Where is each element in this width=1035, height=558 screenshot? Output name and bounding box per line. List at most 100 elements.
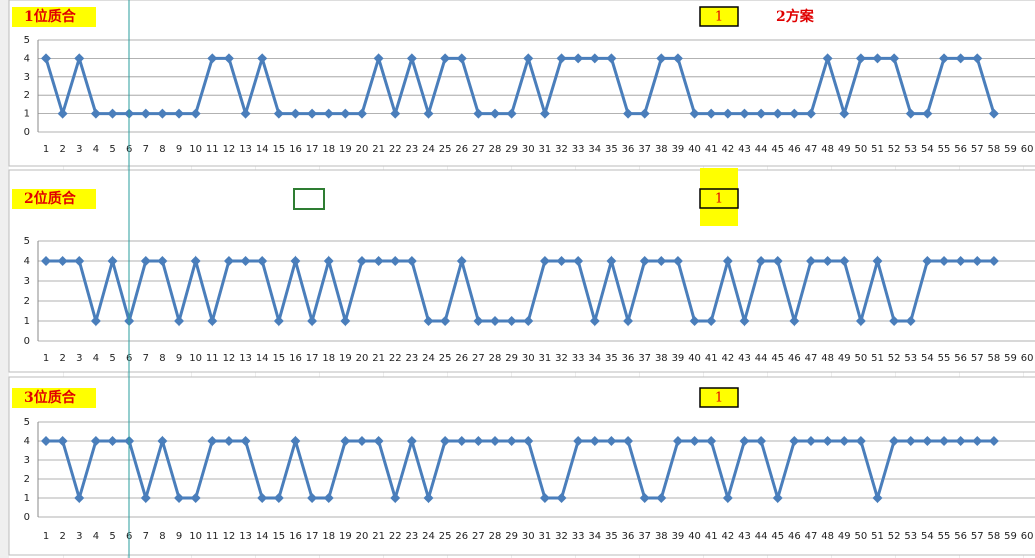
x-tick-label: 45 bbox=[771, 144, 784, 155]
y-tick-label: 2 bbox=[24, 296, 30, 307]
x-tick-label: 21 bbox=[372, 531, 385, 542]
point-marker bbox=[157, 256, 168, 266]
x-tick-label: 37 bbox=[638, 531, 651, 542]
point-marker bbox=[290, 108, 301, 119]
x-tick-label: 20 bbox=[356, 144, 369, 155]
point-marker bbox=[722, 108, 733, 119]
y-tick-label: 3 bbox=[24, 276, 30, 287]
point-marker bbox=[706, 108, 717, 119]
point-marker bbox=[905, 316, 916, 326]
point-marker bbox=[822, 256, 833, 266]
x-tick-label: 10 bbox=[189, 353, 202, 364]
title-cell bbox=[12, 7, 96, 27]
x-tick-label: 40 bbox=[688, 353, 701, 364]
point-marker bbox=[190, 493, 201, 503]
point-marker bbox=[240, 436, 251, 446]
x-tick-label: 55 bbox=[938, 531, 951, 542]
point-marker bbox=[340, 316, 351, 326]
x-tick-label: 55 bbox=[938, 144, 951, 155]
point-marker bbox=[972, 436, 983, 446]
point-marker bbox=[656, 53, 667, 64]
x-tick-label: 60 bbox=[1021, 531, 1034, 542]
point-marker bbox=[307, 316, 318, 326]
x-tick-label: 53 bbox=[904, 531, 917, 542]
point-marker bbox=[855, 53, 866, 64]
point-marker bbox=[955, 256, 966, 266]
x-tick-label: 56 bbox=[954, 353, 967, 364]
x-tick-label: 3 bbox=[76, 353, 82, 364]
point-marker bbox=[805, 108, 816, 119]
point-marker bbox=[573, 53, 584, 64]
point-marker bbox=[174, 493, 185, 503]
x-tick-label: 51 bbox=[871, 531, 884, 542]
x-tick-label: 3 bbox=[76, 144, 82, 155]
point-marker bbox=[41, 256, 51, 266]
point-marker bbox=[257, 256, 268, 266]
x-tick-label: 5 bbox=[109, 353, 115, 364]
point-marker bbox=[157, 436, 168, 446]
x-tick-label: 47 bbox=[805, 144, 818, 155]
point-marker bbox=[74, 493, 85, 503]
x-tick-label: 35 bbox=[605, 353, 618, 364]
x-tick-label: 1 bbox=[43, 531, 49, 542]
point-marker bbox=[672, 256, 683, 266]
point-marker bbox=[922, 256, 933, 266]
x-tick-label: 33 bbox=[572, 144, 585, 155]
point-marker bbox=[107, 108, 118, 119]
x-tick-label: 58 bbox=[988, 144, 1001, 155]
x-tick-label: 33 bbox=[572, 531, 585, 542]
point-marker bbox=[323, 256, 334, 266]
x-tick-label: 39 bbox=[672, 531, 685, 542]
point-marker bbox=[423, 108, 434, 119]
x-tick-label: 20 bbox=[356, 353, 369, 364]
x-tick-label: 14 bbox=[256, 144, 269, 155]
x-tick-label: 43 bbox=[738, 531, 751, 542]
series-line bbox=[44, 53, 996, 119]
point-marker bbox=[772, 256, 783, 266]
point-marker bbox=[972, 256, 983, 266]
x-tick-label: 1 bbox=[43, 353, 49, 364]
point-marker bbox=[207, 316, 218, 326]
point-marker bbox=[440, 53, 451, 64]
y-tick-label: 1 bbox=[24, 493, 30, 504]
point-marker bbox=[190, 108, 201, 119]
point-marker bbox=[340, 108, 351, 119]
x-tick-label: 25 bbox=[439, 353, 452, 364]
x-tick-label: 47 bbox=[805, 531, 818, 542]
point-marker bbox=[406, 436, 417, 446]
x-tick-label: 34 bbox=[588, 531, 601, 542]
x-tick-label: 13 bbox=[239, 531, 252, 542]
x-tick-label: 50 bbox=[855, 144, 868, 155]
point-marker bbox=[706, 436, 717, 446]
y-tick-label: 0 bbox=[24, 512, 30, 523]
point-marker bbox=[756, 436, 767, 446]
x-tick-label: 60 bbox=[1021, 144, 1034, 155]
x-tick-label: 47 bbox=[805, 353, 818, 364]
chart-title: 3位质合 bbox=[24, 389, 77, 406]
point-marker bbox=[789, 316, 800, 326]
series-line bbox=[46, 435, 994, 504]
selected-cell[interactable] bbox=[293, 188, 325, 210]
point-marker bbox=[822, 436, 833, 446]
x-tick-label: 55 bbox=[938, 353, 951, 364]
x-tick-label: 24 bbox=[422, 531, 435, 542]
x-tick-label: 26 bbox=[455, 144, 468, 155]
point-marker bbox=[506, 436, 517, 446]
x-tick-label: 16 bbox=[289, 353, 302, 364]
point-marker bbox=[440, 316, 451, 326]
point-marker bbox=[539, 493, 550, 503]
chart-title: 1位质合 bbox=[24, 8, 77, 25]
point-marker bbox=[523, 436, 534, 446]
x-tick-label: 24 bbox=[422, 353, 435, 364]
point-marker bbox=[789, 108, 800, 119]
point-marker bbox=[456, 53, 467, 64]
point-marker bbox=[922, 436, 933, 446]
x-tick-label: 8 bbox=[159, 353, 165, 364]
x-tick-label: 49 bbox=[838, 144, 851, 155]
x-tick-label: 22 bbox=[389, 353, 402, 364]
x-tick-label: 38 bbox=[655, 353, 668, 364]
point-marker bbox=[606, 436, 617, 446]
point-marker bbox=[190, 256, 201, 266]
point-marker bbox=[74, 256, 85, 266]
x-tick-label: 24 bbox=[422, 144, 435, 155]
